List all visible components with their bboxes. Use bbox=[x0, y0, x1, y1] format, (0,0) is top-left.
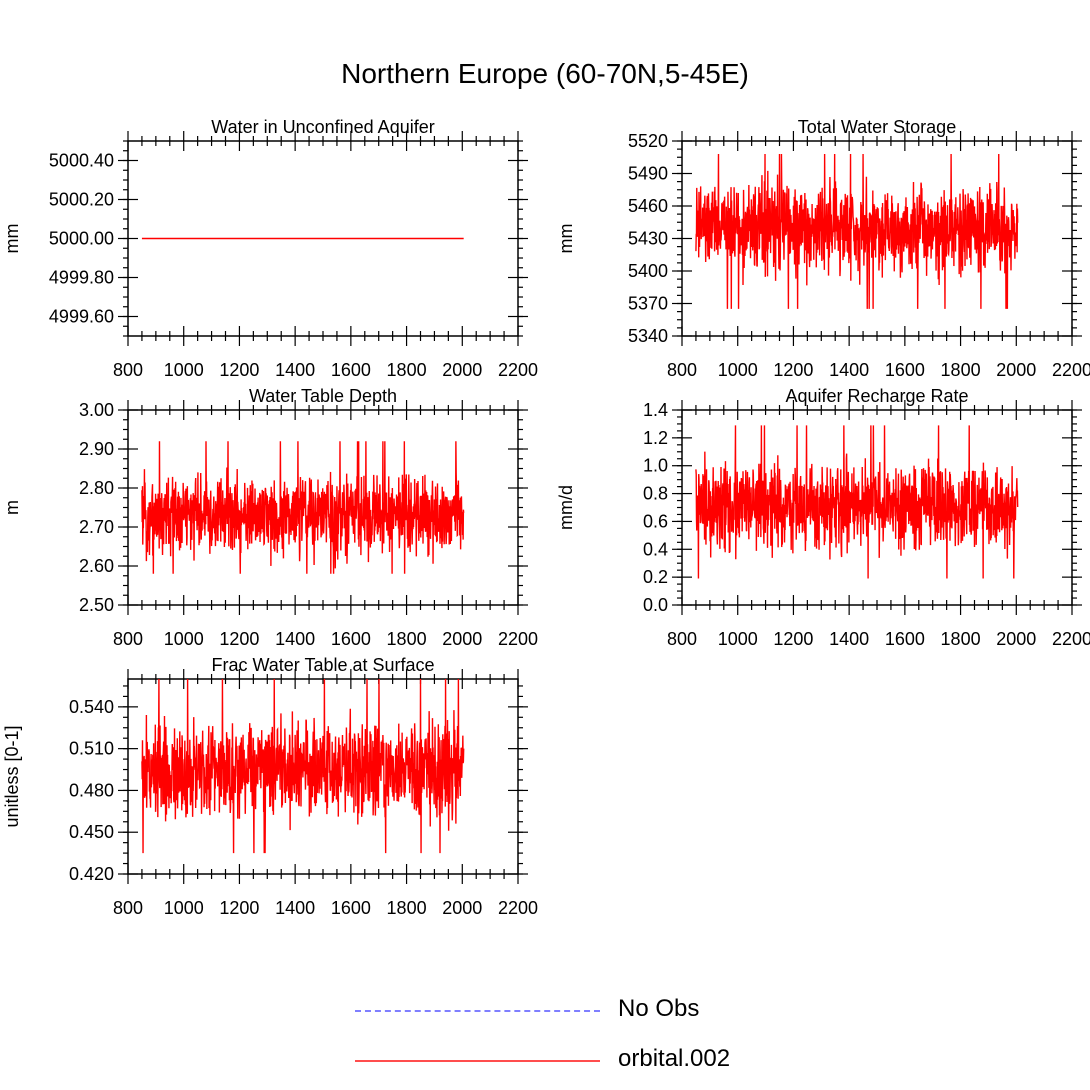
chart-panel: Aquifer Recharge Rate mm/d 800 1000 1200 1400… bbox=[556, 386, 1090, 649]
x-tick-label: 1200 bbox=[219, 360, 259, 380]
x-tick-label: 1200 bbox=[219, 629, 259, 649]
chart-panel: Water in Unconfined Aquifer mm 800 1000 1200… bbox=[2, 117, 538, 380]
y-tick-label: 5520 bbox=[628, 131, 668, 151]
y-tick-label: 0.420 bbox=[69, 864, 114, 884]
x-tick-label: 1600 bbox=[885, 629, 925, 649]
y-tick-label: 5000.20 bbox=[49, 190, 114, 210]
y-tick-label: 0.0 bbox=[643, 595, 668, 615]
panel-title: Frac Water Table at Surface bbox=[211, 655, 434, 675]
y-tick-label: 0.4 bbox=[643, 539, 668, 559]
y-tick-label: 5490 bbox=[628, 164, 668, 184]
x-tick-label: 800 bbox=[113, 629, 143, 649]
figure-title: Northern Europe (60-70N,5-45E) bbox=[341, 58, 749, 89]
y-tick-label: 5370 bbox=[628, 294, 668, 314]
x-tick-label: 2000 bbox=[996, 629, 1036, 649]
x-tick-label: 1000 bbox=[164, 360, 204, 380]
y-tick-label: 0.6 bbox=[643, 511, 668, 531]
y-tick-label: 1.0 bbox=[643, 456, 668, 476]
x-tick-label: 2200 bbox=[1052, 360, 1090, 380]
x-tick-label: 1400 bbox=[275, 629, 315, 649]
y-tick-label: 5000.00 bbox=[49, 229, 114, 249]
x-tick-label: 1800 bbox=[941, 629, 981, 649]
panel-title: Water Table Depth bbox=[249, 386, 397, 406]
x-tick-label: 2200 bbox=[498, 360, 538, 380]
x-tick-label: 800 bbox=[113, 360, 143, 380]
legend-item-model: orbital.002 bbox=[355, 1040, 775, 1080]
y-axis-label: mm bbox=[556, 224, 576, 254]
x-tick-label: 1800 bbox=[941, 360, 981, 380]
legend-label-obs: No Obs bbox=[618, 995, 700, 1022]
x-tick-label: 1600 bbox=[885, 360, 925, 380]
y-axis-label: unitless [0-1] bbox=[2, 725, 22, 827]
x-tick-label: 2000 bbox=[442, 629, 482, 649]
y-tick-label: 5460 bbox=[628, 196, 668, 216]
y-tick-label: 2.50 bbox=[79, 595, 114, 615]
chart-panel: Water Table Depth m 800 1000 1200 1400 1600 180… bbox=[2, 386, 538, 649]
legend-swatch-solid bbox=[355, 1060, 600, 1062]
series-line-orbital-002 bbox=[141, 441, 465, 574]
x-tick-label: 800 bbox=[667, 360, 697, 380]
y-tick-label: 2.90 bbox=[79, 439, 114, 459]
y-axis-label: mm bbox=[2, 224, 22, 254]
x-tick-label: 2000 bbox=[442, 898, 482, 918]
series-line-orbital-002 bbox=[695, 425, 1019, 579]
y-tick-label: 2.80 bbox=[79, 478, 114, 498]
legend-swatch-dashed bbox=[355, 1010, 600, 1012]
panel-title: Total Water Storage bbox=[798, 117, 956, 137]
y-tick-label: 0.510 bbox=[69, 739, 114, 759]
y-tick-label: 0.540 bbox=[69, 697, 114, 717]
legend: No Obs orbital.002 bbox=[355, 990, 775, 1080]
x-tick-label: 800 bbox=[113, 898, 143, 918]
series-line-orbital-002 bbox=[695, 153, 1019, 309]
legend-item-obs: No Obs bbox=[355, 990, 775, 1030]
x-tick-label: 1600 bbox=[331, 629, 371, 649]
y-tick-label: 1.4 bbox=[643, 400, 668, 420]
legend-label-model: orbital.002 bbox=[618, 1045, 731, 1072]
series-line-orbital-002 bbox=[141, 678, 465, 854]
x-tick-label: 1200 bbox=[773, 629, 813, 649]
x-tick-label: 1000 bbox=[718, 360, 758, 380]
y-tick-label: 5340 bbox=[628, 326, 668, 346]
x-tick-label: 800 bbox=[667, 629, 697, 649]
y-tick-label: 4999.60 bbox=[49, 307, 114, 327]
x-tick-label: 2200 bbox=[1052, 629, 1090, 649]
x-tick-label: 2000 bbox=[442, 360, 482, 380]
y-axis-label: m bbox=[2, 500, 22, 515]
x-tick-label: 1200 bbox=[219, 898, 259, 918]
panel-title: Water in Unconfined Aquifer bbox=[211, 117, 434, 137]
x-tick-label: 1600 bbox=[331, 360, 371, 380]
x-tick-label: 1800 bbox=[387, 360, 427, 380]
x-tick-label: 1800 bbox=[387, 629, 427, 649]
x-tick-label: 1400 bbox=[829, 360, 869, 380]
chart-panel: Frac Water Table at Surface unitless [0-1… bbox=[2, 655, 538, 918]
y-tick-label: 0.450 bbox=[69, 822, 114, 842]
x-tick-label: 1800 bbox=[387, 898, 427, 918]
y-tick-label: 2.70 bbox=[79, 517, 114, 537]
panel-title: Aquifer Recharge Rate bbox=[785, 386, 968, 406]
x-tick-label: 2200 bbox=[498, 629, 538, 649]
x-tick-label: 1600 bbox=[331, 898, 371, 918]
y-tick-label: 0.8 bbox=[643, 484, 668, 504]
x-tick-label: 1000 bbox=[718, 629, 758, 649]
y-axis-label: mm/d bbox=[556, 485, 576, 530]
y-tick-label: 0.480 bbox=[69, 780, 114, 800]
y-tick-label: 3.00 bbox=[79, 400, 114, 420]
x-tick-label: 2000 bbox=[996, 360, 1036, 380]
y-tick-label: 1.2 bbox=[643, 428, 668, 448]
y-tick-label: 5400 bbox=[628, 261, 668, 281]
y-tick-label: 4999.80 bbox=[49, 268, 114, 288]
y-tick-label: 2.60 bbox=[79, 556, 114, 576]
x-tick-label: 1000 bbox=[164, 629, 204, 649]
x-tick-label: 1400 bbox=[275, 360, 315, 380]
y-tick-label: 5000.40 bbox=[49, 151, 114, 171]
chart-panel: Total Water Storage mm 800 1000 1200 1400 1600… bbox=[556, 117, 1090, 380]
x-tick-label: 1200 bbox=[773, 360, 813, 380]
x-tick-label: 1000 bbox=[164, 898, 204, 918]
y-tick-label: 0.2 bbox=[643, 567, 668, 587]
x-tick-label: 2200 bbox=[498, 898, 538, 918]
x-tick-label: 1400 bbox=[829, 629, 869, 649]
y-tick-label: 5430 bbox=[628, 229, 668, 249]
x-tick-label: 1400 bbox=[275, 898, 315, 918]
